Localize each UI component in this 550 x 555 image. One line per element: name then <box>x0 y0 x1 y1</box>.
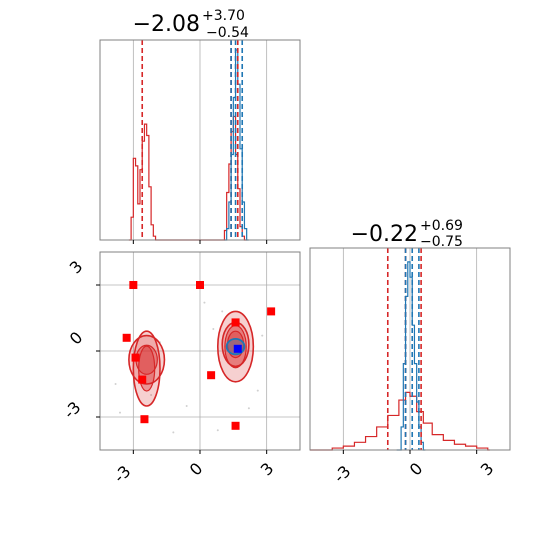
sample-point <box>185 405 188 407</box>
sample-point <box>119 411 121 414</box>
sample-point <box>261 334 264 337</box>
title-x1: −2.08 +3.70 −0.54 <box>133 8 249 41</box>
marker-red <box>122 333 131 342</box>
y-tick-label: 3 <box>66 257 87 278</box>
x-tick-label: 3 <box>257 459 278 480</box>
histogram-series-red <box>128 115 247 241</box>
x-tick-labels-scatter: -3 0 3 <box>110 459 278 487</box>
panel-histogram-x2 <box>309 247 511 454</box>
sample-point <box>212 328 215 330</box>
sample-point <box>247 407 250 410</box>
y-tick-label: -3 <box>60 398 85 423</box>
title-x2-value: −0.22 <box>351 222 418 247</box>
histogram-series-red <box>310 391 490 451</box>
title-x2-lower: −0.75 <box>420 234 463 250</box>
title-x1-lower: −0.54 <box>206 25 249 41</box>
x-tick-label: 0 <box>406 459 427 480</box>
sample-point <box>203 301 206 304</box>
marker-red <box>231 421 240 430</box>
sample-point <box>221 310 224 313</box>
x-tick-label: -3 <box>110 462 135 487</box>
title-x2: −0.22 +0.69 −0.75 <box>351 218 463 250</box>
sample-point <box>172 431 175 434</box>
marker-red <box>207 371 216 380</box>
histogram-series-blue <box>396 261 426 451</box>
marker-red <box>267 307 276 316</box>
title-x1-upper: +3.70 <box>202 8 245 24</box>
sample-point <box>150 394 153 396</box>
sample-point <box>256 389 259 392</box>
x-tick-label: 3 <box>477 459 498 480</box>
title-x2-upper: +0.69 <box>420 218 463 234</box>
y-tick-label: 0 <box>66 328 87 349</box>
marker-red <box>231 318 240 327</box>
marker-red <box>140 415 149 424</box>
panel-scatter-x1-x2 <box>96 251 301 454</box>
contour-red <box>128 334 166 385</box>
marker-red <box>138 375 147 384</box>
marker-blue <box>233 344 242 353</box>
y-tick-labels-scatter: 3 0 -3 <box>60 257 87 423</box>
x-tick-label: -3 <box>330 462 355 487</box>
histogram-series-blue <box>224 49 249 241</box>
sample-point <box>114 383 117 385</box>
marker-red <box>196 281 204 289</box>
x-tick-labels-x2: -3 0 3 <box>330 459 498 487</box>
marker-red <box>129 281 138 289</box>
title-x1-value: −2.08 <box>133 12 200 37</box>
contour-red <box>132 330 161 407</box>
panel-histogram-x1 <box>99 39 301 244</box>
x-tick-label: 0 <box>186 459 207 480</box>
contour-red-inner <box>138 345 156 392</box>
sample-point <box>216 429 219 432</box>
marker-red <box>131 353 140 362</box>
